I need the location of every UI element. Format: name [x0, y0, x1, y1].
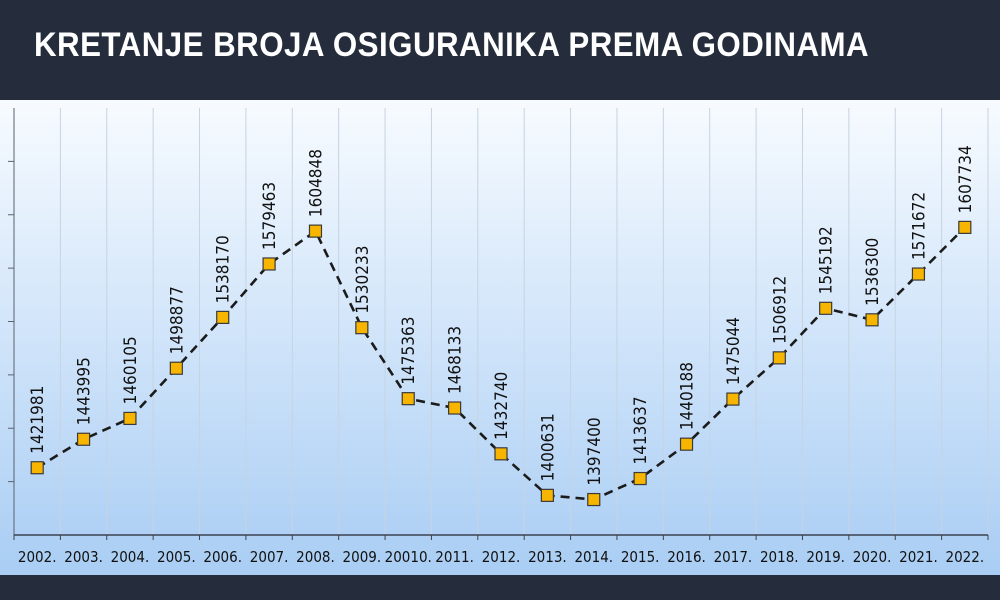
- data-label: 1397400: [585, 417, 605, 485]
- data-point-marker: [123, 411, 137, 426]
- data-label: 1538170: [214, 235, 234, 303]
- x-tick-label: 2021.: [899, 548, 938, 566]
- data-point-marker: [401, 392, 415, 406]
- data-point-marker: [169, 361, 183, 375]
- x-tick-label: 2007.: [250, 548, 289, 566]
- data-label: 1460105: [121, 336, 141, 404]
- data-point-marker: [262, 257, 276, 271]
- data-label: 1607734: [956, 145, 976, 213]
- data-label: 1545192: [817, 226, 837, 294]
- x-tick-label: 2012.: [482, 548, 521, 566]
- x-tick-label: 2008.: [296, 548, 335, 566]
- data-label: 1530233: [353, 246, 373, 314]
- x-tick-label: 2014.: [574, 548, 613, 566]
- line-chart: 1421981 1443995 1460105 1498877 1538170 15794…: [0, 100, 1000, 575]
- data-label: 1579463: [260, 182, 280, 250]
- data-point-marker: [819, 301, 833, 315]
- x-tick-label: 2016.: [667, 548, 706, 566]
- x-tick-label: 2017.: [714, 548, 753, 566]
- data-point-marker: [76, 432, 91, 446]
- x-tick-label: 2019.: [806, 548, 845, 566]
- data-point-marker: [216, 310, 230, 324]
- data-point-marker: [865, 313, 879, 327]
- data-label: 1475044: [724, 317, 744, 385]
- data-point-marker: [958, 220, 972, 234]
- data-label: 1475363: [399, 317, 419, 385]
- x-tick-label: 2015.: [621, 548, 660, 566]
- x-tick-label: 2020.: [853, 548, 892, 566]
- x-tick-label: 2004.: [111, 548, 150, 566]
- data-point-marker: [587, 492, 601, 507]
- x-tick-label: 2018.: [760, 548, 799, 566]
- data-label: 1536300: [863, 238, 883, 306]
- data-point-marker: [679, 437, 694, 451]
- data-label: 1468133: [446, 326, 466, 394]
- data-point-marker: [540, 488, 554, 502]
- data-point-marker: [308, 224, 323, 238]
- footer-bar: [0, 575, 1000, 600]
- x-tick-label: 2005.: [157, 548, 196, 566]
- header-bar: KRETANJE BROJA OSIGURANIKA PREMA GODINAM…: [0, 0, 1000, 100]
- data-point-marker: [30, 461, 44, 475]
- plot-background: [0, 100, 1000, 575]
- data-label: 1413637: [631, 396, 651, 464]
- chart-title: KRETANJE BROJA OSIGURANIKA PREMA GODINAM…: [34, 26, 870, 64]
- data-point-marker: [355, 321, 369, 335]
- data-point-marker: [772, 351, 786, 365]
- x-tick-label: 2011.: [435, 548, 474, 566]
- x-tick-label: 20010.: [385, 548, 432, 566]
- series-line: [36, 226, 966, 501]
- data-point-marker: [448, 401, 462, 415]
- data-label: 1443995: [75, 357, 95, 425]
- data-point-marker: [633, 471, 647, 486]
- data-label: 1498877: [167, 286, 187, 354]
- data-label: 1432740: [492, 372, 512, 440]
- data-point-marker: [911, 267, 926, 281]
- data-label: 1421981: [28, 386, 48, 454]
- data-point-marker: [726, 392, 740, 406]
- data-label: 1506912: [770, 276, 790, 344]
- x-tick-label: 2009.: [343, 548, 382, 566]
- data-label: 1604848: [306, 149, 326, 217]
- data-label: 1571672: [909, 192, 929, 260]
- x-tick-label: 2002.: [18, 548, 57, 566]
- chart-area: 1421981 1443995 1460105 1498877 1538170 15794…: [0, 100, 1000, 575]
- data-label: 1440188: [678, 362, 698, 430]
- data-label: 1400631: [538, 413, 558, 481]
- x-tick-label: 2022.: [945, 548, 984, 566]
- x-tick-label: 2006.: [203, 548, 242, 566]
- data-point-marker: [494, 447, 508, 461]
- x-tick-label: 2013.: [528, 548, 567, 566]
- x-tick-label: 2003.: [64, 548, 103, 566]
